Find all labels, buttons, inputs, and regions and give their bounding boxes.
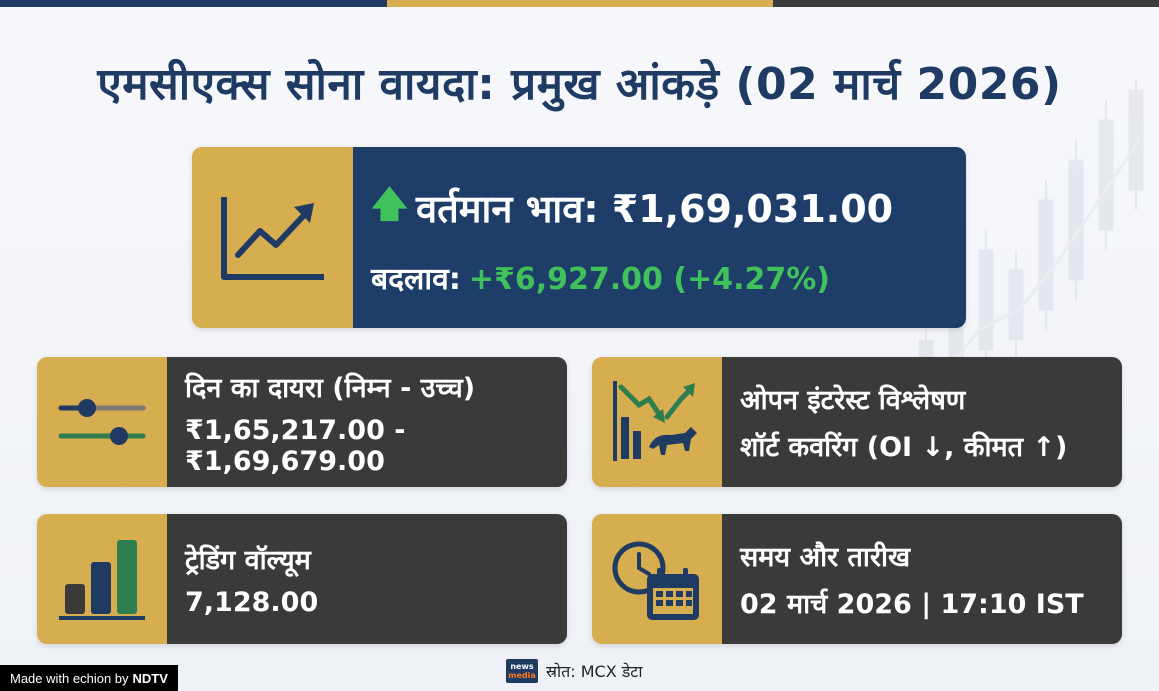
open-interest-value: शॉर्ट कवरिंग (OI ↓, कीमत ↑) [740,432,1068,463]
change-label: बदलाव: [371,261,461,297]
open-interest-card: ओपन इंटरेस्ट विश्लेषण शॉर्ट कवरिंग (OI ↓… [592,357,1122,487]
top-bar-dark-segment [773,0,1159,7]
current-price-text: वर्तमान भाव: ₹1,69,031.00 [416,187,894,231]
trend-up-chart-icon [192,147,353,328]
range-sliders-icon [37,357,167,487]
bar-chart-icon [37,514,167,644]
current-price-card: 🡅 वर्तमान भाव: ₹1,69,031.00 बदलाव: +₹6,92… [192,147,966,328]
open-interest-body: ओपन इंटरेस्ट विश्लेषण शॉर्ट कवरिंग (OI ↓… [722,357,1122,487]
trading-volume-body: ट्रेडिंग वॉल्यूम 7,128.00 [167,514,567,644]
top-bar-gold-segment [387,0,773,7]
change-line: बदलाव: +₹6,927.00 (+4.27%) [371,257,966,298]
top-bar-navy-segment [0,0,387,7]
up-arrow-icon: 🡅 [371,183,409,225]
top-color-bar [0,0,1159,7]
time-date-value: 02 मार्च 2026 | 17:10 IST [740,589,1084,620]
source-text: स्रोत: MCX डेटा [546,662,643,681]
badge-brand: NDTV [132,670,168,686]
page-title: एमसीएक्स सोना वायदा: प्रमुख आंकड़े (02 म… [97,59,1062,110]
day-range-value: ₹1,65,217.00 - ₹1,69,679.00 [185,414,406,477]
day-range-card: दिन का दायरा (निम्न - उच्च) ₹1,65,217.00… [37,357,567,487]
bull-chart-icon [592,357,722,487]
trading-volume-value: 7,128.00 [185,587,319,618]
open-interest-label: ओपन इंटरेस्ट विश्लेषण [740,385,966,416]
change-value: +₹6,927.00 (+4.27%) [468,261,830,297]
time-date-card: समय और तारीख 02 मार्च 2026 | 17:10 IST [592,514,1122,644]
trading-volume-label: ट्रेडिंग वॉल्यूम [185,545,311,576]
clock-calendar-icon [592,514,722,644]
current-price-line: 🡅 वर्तमान भाव: ₹1,69,031.00 [371,178,966,239]
time-date-body: समय और तारीख 02 मार्च 2026 | 17:10 IST [722,514,1122,644]
current-price-body: 🡅 वर्तमान भाव: ₹1,69,031.00 बदलाव: +₹6,92… [353,147,966,328]
badge-prefix: Made with echion by [10,670,129,686]
news-media-logo: news media [506,659,538,683]
time-date-label: समय और तारीख [740,542,911,573]
trading-volume-card: ट्रेडिंग वॉल्यूम 7,128.00 [37,514,567,644]
day-range-label: दिन का दायरा (निम्न - उच्च) [185,372,476,404]
day-range-body: दिन का दायरा (निम्न - उच्च) ₹1,65,217.00… [167,357,567,487]
source-credit: news media स्रोत: MCX डेटा [506,659,643,683]
made-with-badge[interactable]: Made with echion by NDTV [0,665,178,691]
